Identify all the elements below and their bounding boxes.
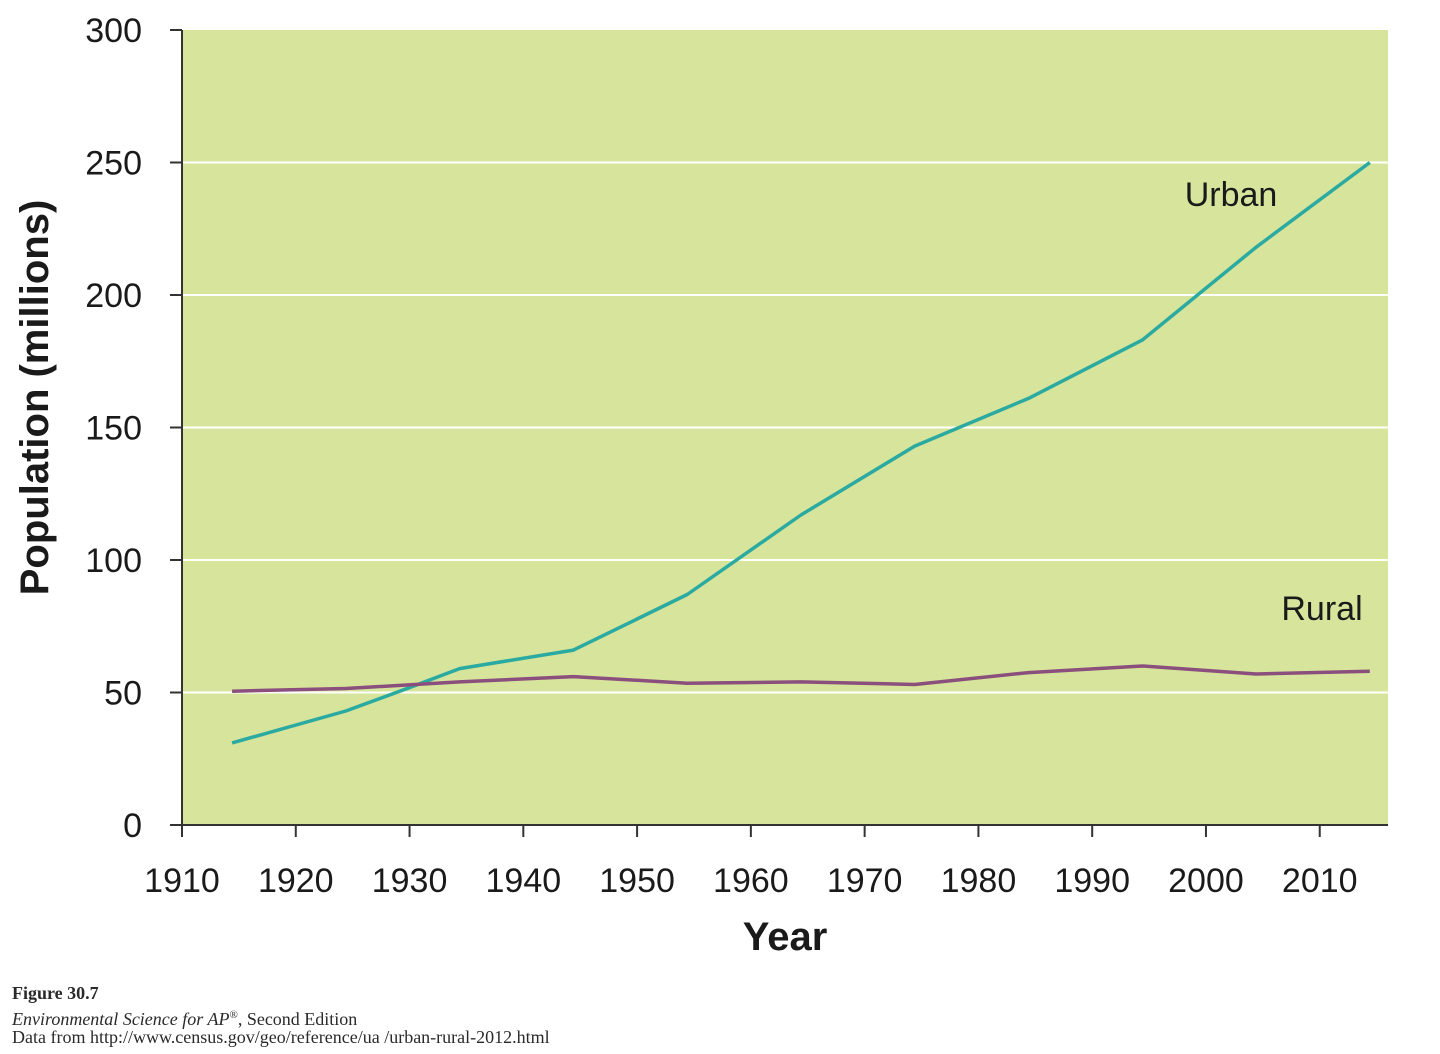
chart-svg: 0 50 100 150 200 250 300 1910 1920 1930 1940 1950 19… xyxy=(13,12,1388,959)
y-tick-label-250: 250 xyxy=(85,145,142,183)
book-title: Environmental Science for AP xyxy=(12,1009,230,1029)
y-tick-label-50: 50 xyxy=(104,675,142,713)
x-tick-label-1960: 1960 xyxy=(713,862,789,900)
x-tick-label-1910: 1910 xyxy=(144,862,220,900)
figure-number: Figure 30.7 xyxy=(12,983,99,1003)
y-tick-label-150: 150 xyxy=(85,410,142,448)
series-label-urban: Urban xyxy=(1185,176,1278,214)
series-line-urban xyxy=(231,161,1371,745)
book-edition: , Second Edition xyxy=(237,1009,358,1029)
x-tick-label-2000: 2000 xyxy=(1168,862,1244,900)
x-tick-label-1920: 1920 xyxy=(258,862,334,900)
y-tick-label-200: 200 xyxy=(85,277,142,315)
x-tick-label-1950: 1950 xyxy=(599,862,675,900)
book-credit: Environmental Science for AP®, Second Ed… xyxy=(12,1004,357,1030)
y-tick-label-300: 300 xyxy=(85,12,142,50)
x-tick-label-1980: 1980 xyxy=(941,862,1017,900)
x-tick-label-2010: 2010 xyxy=(1282,862,1358,900)
registered-mark: ® xyxy=(229,1009,238,1021)
data-source: Data from http://www.census.gov/geo/refe… xyxy=(12,1027,550,1047)
x-axis-label: Year xyxy=(743,915,828,959)
line-chart: 0 50 100 150 200 250 300 1910 1920 1930 1940 1950 19… xyxy=(13,12,1388,959)
y-axis-label: Population (millions) xyxy=(13,200,57,596)
x-tick-label-1970: 1970 xyxy=(827,862,903,900)
y-tick-label-0: 0 xyxy=(123,807,142,845)
series-label-rural: Rural xyxy=(1281,590,1362,628)
series-line-rural xyxy=(232,664,1370,693)
x-tick-label-1940: 1940 xyxy=(486,862,562,900)
y-tick-label-100: 100 xyxy=(85,542,142,580)
x-tick-label-1990: 1990 xyxy=(1054,862,1130,900)
x-tick-label-1930: 1930 xyxy=(372,862,448,900)
